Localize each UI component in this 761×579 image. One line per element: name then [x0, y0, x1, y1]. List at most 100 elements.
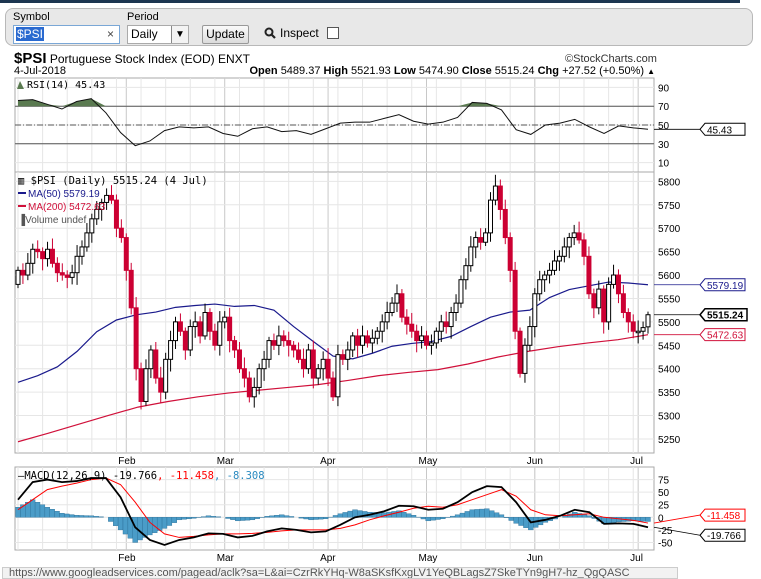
update-button[interactable]: Update [202, 25, 249, 44]
ma50-value-tag [699, 278, 746, 292]
candle-body [133, 307, 139, 370]
histogram-bar [420, 517, 426, 520]
period-select[interactable]: Daily ▼ [127, 25, 189, 44]
histogram-bar [454, 514, 461, 518]
histogram-bar [235, 517, 241, 522]
chart-date: 4-Jul-2018 [14, 65, 66, 77]
inspect-checkbox[interactable] [326, 27, 339, 39]
inspect-toggle[interactable]: Inspect [264, 26, 339, 40]
histogram-bar [288, 516, 295, 518]
histogram-bar [166, 517, 173, 526]
candle-body [606, 283, 612, 323]
candle-body [571, 232, 577, 239]
candle-body [315, 368, 321, 379]
histogram-bar [508, 517, 514, 521]
macd-value-tag [699, 528, 746, 542]
symbol-title: $PSI [14, 50, 47, 67]
histogram-bar [430, 517, 436, 521]
candle-body [379, 321, 385, 332]
symbol-label: Symbol [13, 11, 50, 23]
candle-body [305, 349, 311, 370]
candle-body [232, 340, 238, 351]
candle-body [54, 262, 60, 274]
candle-body [177, 321, 183, 332]
candle-body [522, 344, 528, 374]
candle-body [49, 248, 55, 264]
histogram-bar [581, 514, 588, 518]
histogram-bar [308, 517, 314, 521]
candle-body [89, 218, 95, 234]
ma50-line [17, 281, 649, 383]
price-tick-label: 5300 [658, 412, 681, 423]
chart-title: $PSI Portuguese Stock Index (EOD) ENXT [14, 50, 250, 67]
candle-body [158, 377, 164, 393]
histogram-bar [298, 517, 304, 519]
histogram-bar [518, 517, 524, 526]
candle-body [527, 326, 533, 346]
price-tick-label: 5350 [658, 388, 681, 399]
candle-body [355, 335, 361, 346]
candle-body [532, 293, 538, 328]
last-close-label: 5515.24 [707, 311, 744, 322]
candle-body [438, 321, 444, 332]
status-bar-url: https://www.googleadservices.com/pagead/… [2, 567, 678, 579]
price-tick-label: 5650 [658, 248, 681, 259]
top-border [0, 0, 740, 3]
candle-body [168, 340, 174, 360]
candle-body [84, 232, 90, 248]
histogram-bar [88, 515, 94, 518]
histogram-bar [54, 511, 60, 518]
histogram-bar [215, 516, 221, 518]
candle-body [399, 293, 405, 318]
histogram-bar [39, 504, 46, 518]
histogram-bar [586, 515, 593, 518]
candle-body [566, 237, 572, 248]
rsi-tick-label: 10 [658, 159, 670, 170]
candle-body [281, 335, 287, 342]
macd-line [17, 477, 649, 546]
candle-body [394, 293, 400, 304]
candle-body [384, 312, 390, 323]
month-label: Mar [217, 456, 235, 467]
ohlc-summary: Open 5489.37 High 5521.93 Low 5474.90 Cl… [250, 65, 656, 77]
candle-body [611, 274, 617, 285]
candle-body [453, 302, 459, 313]
histogram-bar [176, 517, 182, 521]
histogram-bar [318, 517, 324, 520]
chg-value: +27.52 (+0.50%) [562, 65, 645, 77]
copyright[interactable]: ©StockCharts.com [565, 53, 657, 65]
histogram-bar [44, 507, 50, 518]
month-label: Apr [320, 456, 336, 467]
month-label: Jul [630, 456, 643, 467]
candle-body [148, 349, 154, 370]
rsi-legend: RSI(14) 45.43 [27, 80, 105, 91]
histogram-bar [117, 517, 124, 531]
signal-line [17, 477, 649, 538]
chg-label: Chg [537, 65, 559, 77]
candle-body [492, 185, 498, 201]
symbol-input[interactable]: $PSI × [13, 25, 120, 44]
histogram-bar [489, 510, 495, 518]
candle-body [251, 386, 257, 398]
histogram-bar [269, 515, 275, 518]
rsi-tick-label: 70 [658, 102, 670, 113]
macd-legend-signal: , -11.458 [157, 470, 214, 482]
search-icon [264, 27, 276, 39]
up-arrow-icon: ▲ [647, 67, 655, 76]
signal-value-tag [699, 508, 746, 522]
close-value: 5515.24 [494, 65, 535, 77]
candle-body [488, 199, 493, 234]
candle-body [591, 293, 597, 309]
low-label: Low [393, 65, 416, 77]
candle-body [414, 330, 420, 342]
rsi-tick-label: 50 [658, 121, 670, 132]
histogram-bar [342, 512, 348, 518]
candle-body [64, 274, 70, 278]
candle-body [473, 237, 479, 248]
rsi-tick-label: 30 [658, 140, 670, 151]
macd-month-label: Jul [630, 553, 643, 564]
clear-icon[interactable]: × [106, 27, 114, 41]
candle-body [596, 288, 602, 309]
ma200-value-label: 5472.63 [707, 331, 744, 342]
